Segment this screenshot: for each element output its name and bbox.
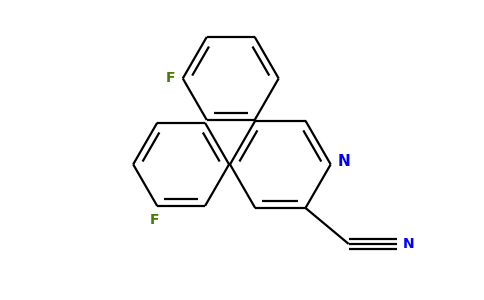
Text: N: N xyxy=(338,154,350,169)
Text: F: F xyxy=(166,71,176,85)
Text: N: N xyxy=(402,237,414,251)
Text: F: F xyxy=(150,213,160,227)
